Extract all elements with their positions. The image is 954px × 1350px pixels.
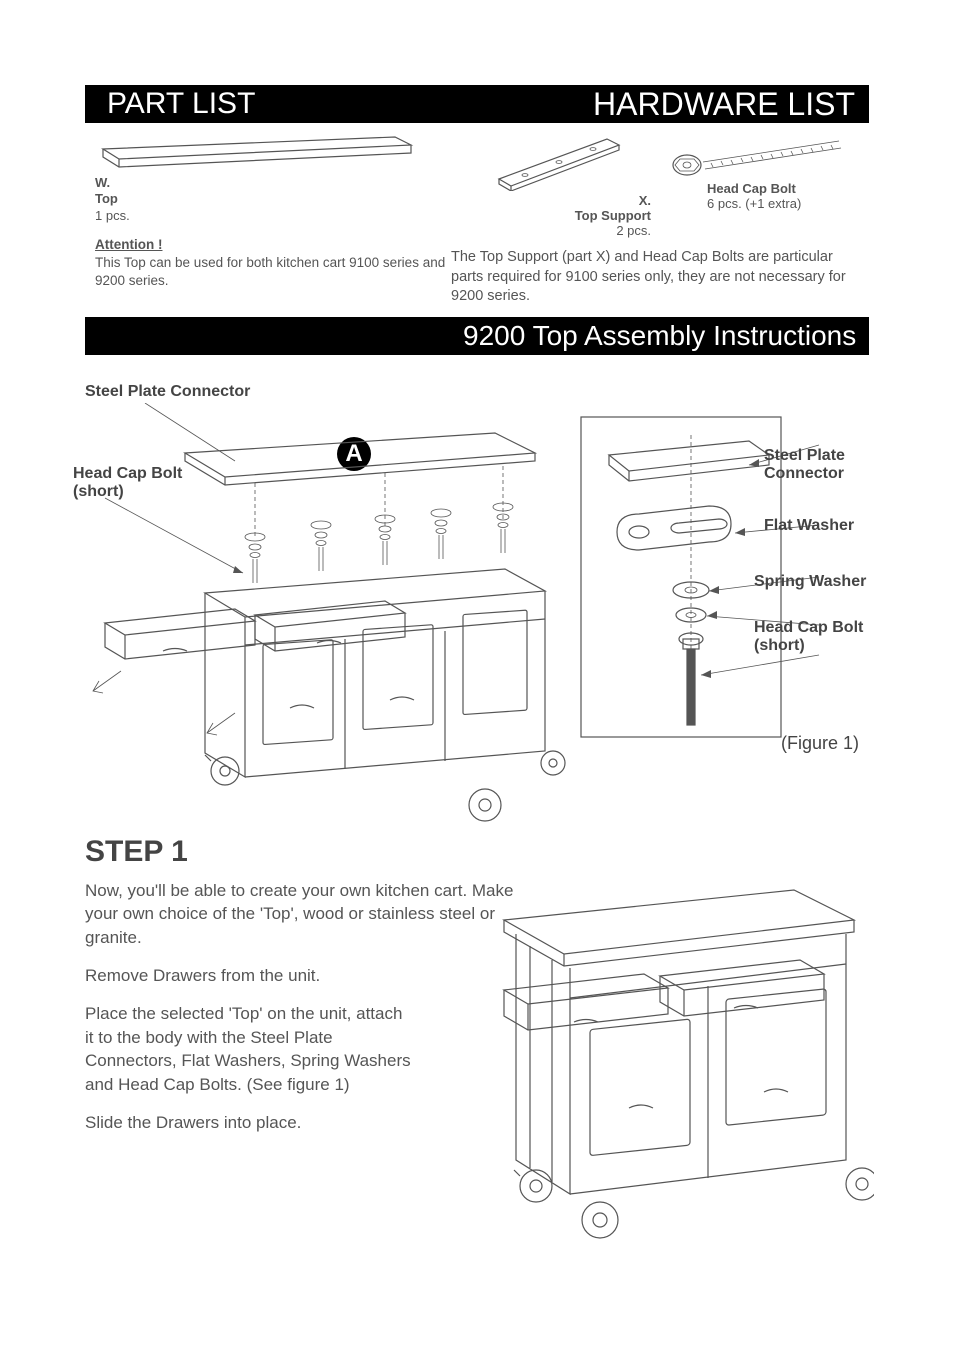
hardware-X-qty: 2 pcs. <box>616 223 651 238</box>
part-W-diagram <box>95 131 417 169</box>
attention-note: Attention ! This Top can be used for bot… <box>95 236 447 291</box>
hardware-X-name: Top Support <box>575 208 651 223</box>
fig1-caption: (Figure 1) <box>781 733 859 754</box>
fig1-label-flat-washer: Flat Washer <box>764 517 874 535</box>
fig1-label-spring-washer: Spring Washer <box>754 573 874 591</box>
part-list-heading: PART LIST <box>85 85 455 123</box>
assembly-title: 9200 Top Assembly Instructions <box>455 317 869 355</box>
attention-text: This Top can be used for both kitchen ca… <box>95 255 445 288</box>
assembled-cart-diagram <box>434 860 874 1250</box>
hardware-X-id: X. <box>639 193 651 208</box>
part-W-qty: 1 pcs. <box>95 208 130 223</box>
part-W: W. Top 1 pcs. <box>95 131 447 224</box>
hardware-note: The Top Support (part X) and Head Cap Bo… <box>447 248 869 307</box>
hardware-X: X. Top Support 2 pcs. <box>459 131 659 238</box>
attention-heading: Attention ! <box>95 237 162 252</box>
fig1-label-head-cap-bolt: Head Cap Bolt (short) <box>754 619 874 655</box>
step-1: STEP 1 Now, you'll be able to create you… <box>85 835 869 1135</box>
label-steel-plate-connector: Steel Plate Connector <box>85 383 250 401</box>
hardware-bolt-name: Head Cap Bolt <box>707 181 796 196</box>
hardware-bolt-diagram <box>669 131 849 181</box>
step1-p3: Place the selected 'Top' on the unit, at… <box>85 1002 415 1097</box>
hardware-bolt: Head Cap Bolt 6 pcs. (+1 extra) <box>669 131 869 211</box>
page: PART LIST HARDWARE LIST W. Top 1 pcs. <box>0 0 954 1350</box>
part-W-id: W. <box>95 175 110 190</box>
assembly-bar: 9200 Top Assembly Instructions <box>85 317 869 355</box>
exploded-cart-diagram <box>85 403 575 823</box>
hardware-items: X. Top Support 2 pcs. <box>447 131 869 238</box>
part-W-labels: W. Top 1 pcs. <box>95 175 447 224</box>
header-bars: PART LIST HARDWARE LIST <box>85 85 869 123</box>
diagram-zone: Steel Plate Connector Head Cap Bolt (sho… <box>85 375 869 835</box>
hardware-list-column: X. Top Support 2 pcs. <box>447 123 869 317</box>
assembly-bar-spacer <box>85 317 455 355</box>
fig1-label-steel-plate: Steel Plate Connector <box>764 447 874 483</box>
part-list-column: W. Top 1 pcs. Attention ! This Top can b… <box>85 123 447 317</box>
hardware-X-diagram <box>489 131 629 191</box>
part-W-name: Top <box>95 191 118 206</box>
lists-row: W. Top 1 pcs. Attention ! This Top can b… <box>85 123 869 317</box>
hardware-list-heading: HARDWARE LIST <box>455 85 869 123</box>
hardware-bolt-qty: 6 pcs. (+1 extra) <box>707 196 801 211</box>
